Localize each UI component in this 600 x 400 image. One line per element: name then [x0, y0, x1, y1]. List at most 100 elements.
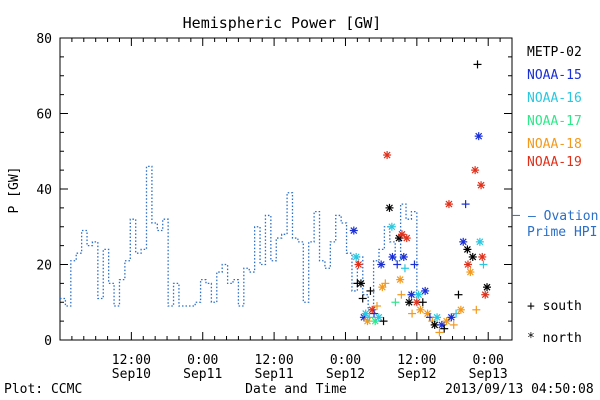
point-noaa-15-south	[461, 200, 470, 209]
point-metp-02-south	[440, 324, 449, 333]
point-noaa-15-north	[377, 260, 386, 269]
point-stroke	[386, 204, 393, 212]
x-tick-day-label: Sep11	[255, 367, 294, 382]
point-noaa-18-north	[396, 275, 405, 284]
legend-noaa19: NOAA-19	[527, 155, 582, 170]
x-tick-time-label: 0:00	[473, 353, 504, 368]
point-metp-02-north	[430, 320, 439, 329]
point-noaa-16-south	[479, 260, 488, 269]
plot-frame	[59, 37, 513, 341]
y-axis: 0 20 40 60 80	[36, 32, 512, 349]
point-stroke	[447, 313, 455, 321]
point-stroke	[357, 279, 365, 287]
point-noaa-18-south	[472, 305, 481, 314]
x-tick-time-label: 12:00	[255, 353, 294, 368]
ovation-line	[60, 165, 418, 311]
point-noaa-16-north	[387, 222, 396, 231]
point-stroke	[362, 310, 370, 317]
point-stroke	[466, 268, 474, 276]
point-stroke	[463, 245, 471, 253]
point-stroke	[383, 151, 391, 159]
legend: METP-02 NOAA-15 NOAA-16 NOAA-17 NOAA-18 …	[512, 45, 598, 346]
chart-title: Hemispheric Power [GW]	[183, 14, 382, 32]
point-stroke	[459, 238, 467, 246]
legend-metp02: METP-02	[527, 45, 582, 60]
point-stroke	[378, 283, 386, 291]
point-metp-02-south	[454, 290, 463, 299]
point-stroke	[478, 253, 486, 261]
point-noaa-15-south	[410, 260, 419, 269]
point-stroke	[352, 253, 360, 261]
ovation-series	[60, 165, 418, 311]
point-noaa-19-north	[478, 252, 487, 261]
point-noaa-15-south	[393, 260, 402, 269]
point-stroke	[443, 317, 451, 325]
point-stroke	[464, 261, 472, 268]
point-noaa-17-south	[391, 298, 400, 307]
point-noaa-15-north	[421, 286, 430, 295]
point-noaa-18-south	[408, 309, 417, 318]
legend-noaa16: NOAA-16	[527, 91, 582, 106]
point-noaa-16-south	[400, 264, 409, 273]
point-stroke	[405, 298, 413, 306]
point-noaa-18-south	[372, 302, 381, 311]
point-noaa-19-north	[471, 166, 480, 175]
x-axis-label: Date and Time	[245, 382, 347, 397]
legend-noaa17: NOAA-17	[527, 114, 582, 129]
point-noaa-18-south	[381, 279, 390, 288]
point-metp-02-south	[366, 286, 375, 295]
point-noaa-19-north	[397, 230, 406, 239]
point-noaa-18-north	[466, 268, 475, 277]
plot-credit: Plot: CCMC	[4, 382, 82, 397]
point-noaa-18-north	[442, 317, 451, 326]
point-noaa-18-north	[456, 305, 465, 314]
x-tick-day-label: Sep11	[183, 367, 222, 382]
point-stroke	[408, 291, 415, 299]
point-noaa-19-north	[354, 260, 363, 269]
x-tick-time-label: 12:00	[112, 353, 151, 368]
point-stroke	[469, 253, 477, 261]
x-axis: 12:00Sep100:00Sep1112:00Sep110:00Sep1212…	[59, 38, 513, 382]
point-metp-02-north	[385, 203, 394, 212]
point-noaa-16-north	[475, 237, 484, 246]
point-stroke	[433, 313, 441, 321]
point-stroke	[481, 291, 489, 299]
point-noaa-15-north	[407, 290, 416, 299]
point-stroke	[438, 321, 446, 329]
point-stroke	[388, 223, 396, 231]
point-stroke	[396, 276, 404, 284]
y-axis-label: P [GW]	[7, 167, 22, 214]
legend-noaa18: NOAA-18	[527, 137, 582, 152]
y-tick-label: 60	[36, 108, 52, 123]
x-tick-time-label: 12:00	[397, 353, 436, 368]
point-noaa-15-north	[349, 226, 358, 235]
point-stroke	[421, 287, 429, 295]
point-stroke	[431, 321, 439, 329]
x-tick-day-label: Sep10	[112, 367, 151, 382]
point-stroke	[457, 306, 465, 314]
point-noaa-15-north	[447, 313, 456, 322]
y-tick-label: 40	[36, 183, 52, 198]
point-metp-02-south	[358, 294, 367, 303]
legend-ovation-line2: Prime HPI	[527, 225, 597, 240]
point-stroke	[368, 306, 376, 314]
point-stroke	[483, 283, 491, 291]
point-noaa-18-north	[363, 317, 372, 326]
point-stroke	[350, 227, 358, 234]
point-noaa-18-south	[449, 320, 458, 329]
point-metp-02-north	[463, 245, 472, 254]
point-noaa-19-north	[444, 200, 453, 209]
point-noaa-19-north	[463, 260, 472, 269]
point-stroke	[403, 234, 411, 242]
point-stroke	[413, 298, 421, 306]
point-metp-02-north	[356, 279, 365, 288]
y-tick-label: 20	[36, 259, 52, 274]
point-noaa-18-south	[397, 290, 406, 299]
point-noaa-15-north	[388, 252, 397, 261]
point-noaa-16-north	[361, 309, 370, 318]
legend-ovation-line1: – Ovation	[528, 209, 598, 224]
x-tick-time-label: 0:00	[187, 353, 218, 368]
point-noaa-18-north	[378, 283, 387, 292]
point-noaa-15-north	[459, 237, 468, 246]
